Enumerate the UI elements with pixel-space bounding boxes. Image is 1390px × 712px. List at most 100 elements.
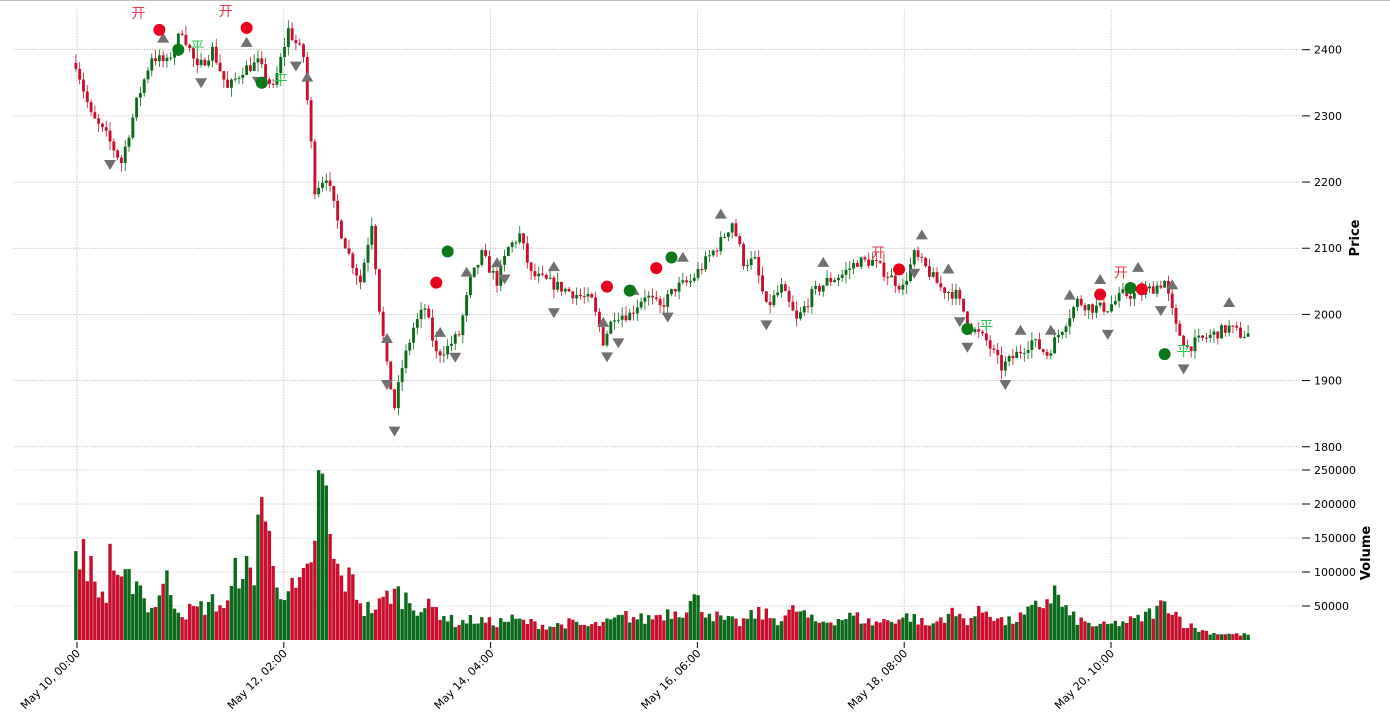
trough-marker [1154,306,1167,317]
volume-bar [628,622,632,640]
candle-body [1178,323,1182,336]
candle-body [1098,302,1102,306]
candle-body [404,350,408,369]
volume-tick-label: 200000 [1314,498,1356,511]
volume-bar [544,629,549,640]
trough-marker [760,320,773,331]
candle-body [438,351,442,356]
candle-body [673,288,677,292]
volume-bar [1121,621,1125,640]
volume-bar [882,618,886,640]
volume-bar [172,608,177,640]
peak-marker [714,208,727,219]
volume-bar [1064,605,1068,640]
volume-bar [415,615,420,640]
candle-body [897,285,901,290]
volume-bar [313,540,317,640]
candle-body [977,329,981,332]
peak-marker [301,71,314,82]
peak-marker [676,251,689,262]
candle-body [537,273,541,277]
trough-marker [961,342,974,353]
volume-bar [96,597,101,640]
candle-body [738,236,742,245]
candle-body [1003,361,1007,371]
trough-marker [449,352,462,363]
volume-bar [81,538,86,640]
volume-bar [1231,634,1235,640]
candle-body [510,242,514,248]
volume-bar [916,624,920,640]
volume-bar [593,622,598,640]
volume-bar [161,583,165,640]
candle-body [78,68,82,80]
price-tick-label: 1800 [1314,441,1342,454]
volume-bar [1049,603,1053,640]
trough-marker [547,308,560,319]
candle-body [1182,335,1186,346]
candle-body [89,102,93,113]
candle-body [635,307,639,314]
volume-bar [1143,611,1148,640]
volume-bar [343,591,347,640]
candle-body [590,294,594,298]
candle-body [1113,300,1117,305]
volume-tick-label: 100000 [1314,566,1356,579]
volume-bar [996,618,1000,640]
candle-body [290,28,294,41]
volume-bar [548,626,552,640]
candle-body [848,268,852,270]
volume-bar [848,612,852,640]
candle-body [248,65,252,71]
candle-body [726,232,730,237]
candle-body [973,329,977,333]
candle-body [639,301,643,308]
volume-bar [942,622,947,640]
candle-body [419,309,423,320]
volume-bar [726,615,731,640]
candle-body [571,291,575,299]
candle-body [704,256,708,270]
candle-body [169,57,173,59]
candle-body [229,79,233,88]
candle-body [366,244,370,263]
candle-body [377,269,381,312]
volume-bar [453,627,457,640]
volume-bar [1007,616,1011,640]
volume-bar [555,623,560,640]
volume-bar [442,616,446,640]
candle-body [1242,336,1246,338]
volume-bar [279,599,283,640]
volume-bar [290,577,294,640]
volume-bar [897,619,901,640]
candle-body [981,331,984,334]
candle-body [476,264,480,268]
volume-bar [586,626,590,640]
candle-body [389,361,393,390]
volume-bar [525,624,530,640]
candle-body [882,262,886,277]
volume-bar [677,617,681,640]
candle-body [787,290,791,302]
candle-body [1132,292,1136,299]
volume-bar [878,622,882,640]
time-tick-label: May 12, 02:00 [225,647,290,712]
candle-body [468,276,472,296]
candle-body [1204,337,1208,339]
volume-bar [734,618,738,640]
volume-bar [370,613,374,640]
volume-bar [946,613,951,640]
volume-bar [286,591,291,640]
candle-body [761,275,764,292]
candle-body [119,157,123,164]
volume-bar [267,530,272,640]
candle-body [814,286,818,289]
trough-marker [612,338,625,349]
volume-bar [821,621,825,640]
volume-bar [339,575,344,640]
candle-body [992,348,996,350]
volume-bar [1071,611,1076,640]
volume-bar [783,615,787,640]
volume-bar [1140,621,1144,640]
volume-bar [521,619,526,640]
